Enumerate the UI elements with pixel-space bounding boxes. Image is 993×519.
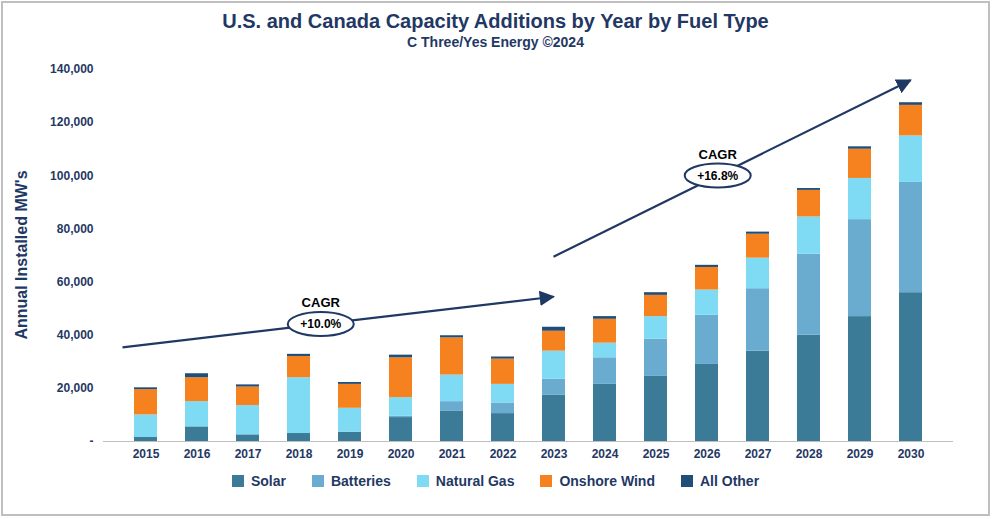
svg-text:CAGR: CAGR (302, 295, 341, 310)
svg-text:CAGR: CAGR (699, 147, 738, 162)
html-text:C Three/Yes Energy ©2024: C Three/Yes Energy ©2024 (407, 34, 584, 50)
svg-text:+10.0%: +10.0% (300, 317, 341, 331)
svg-text:120,000: 120,000 (50, 115, 94, 129)
svg-text:2019: 2019 (337, 447, 364, 461)
svg-text:-: - (90, 434, 94, 448)
html-text:All Other: All Other (700, 473, 760, 489)
svg-text:2020: 2020 (388, 447, 415, 461)
svg-text:80,000: 80,000 (57, 222, 94, 236)
svg-text:2029: 2029 (847, 447, 874, 461)
svg-text:2028: 2028 (796, 447, 823, 461)
svg-text:140,000: 140,000 (50, 62, 94, 76)
svg-text:60,000: 60,000 (57, 275, 94, 289)
svg-text:2015: 2015 (133, 447, 160, 461)
svg-text:2016: 2016 (184, 447, 211, 461)
svg-text:2021: 2021 (439, 447, 466, 461)
svg-text:100,000: 100,000 (50, 169, 94, 183)
svg-text:2026: 2026 (694, 447, 721, 461)
svg-text:20,000: 20,000 (57, 381, 94, 395)
svg-text:Annual Installed MW's: Annual Installed MW's (13, 170, 30, 339)
html-text:Solar: Solar (250, 473, 286, 489)
svg-text:40,000: 40,000 (57, 328, 94, 342)
svg-text:2017: 2017 (235, 447, 262, 461)
svg-text:2018: 2018 (286, 447, 313, 461)
svg-text:+16.8%: +16.8% (697, 169, 738, 183)
html-text:Natural Gas: Natural Gas (435, 473, 515, 489)
svg-text:2023: 2023 (541, 447, 568, 461)
svg-text:2025: 2025 (643, 447, 670, 461)
html-text:U.S. and Canada Capacity Addit: U.S. and Canada Capacity Additions by Ye… (222, 10, 769, 32)
html-text:Batteries: Batteries (330, 473, 391, 489)
html-text:Onshore Wind: Onshore Wind (559, 473, 655, 489)
svg-text:2030: 2030 (898, 447, 925, 461)
svg-text:2024: 2024 (592, 447, 619, 461)
svg-text:2022: 2022 (490, 447, 517, 461)
svg-text:2027: 2027 (745, 447, 772, 461)
